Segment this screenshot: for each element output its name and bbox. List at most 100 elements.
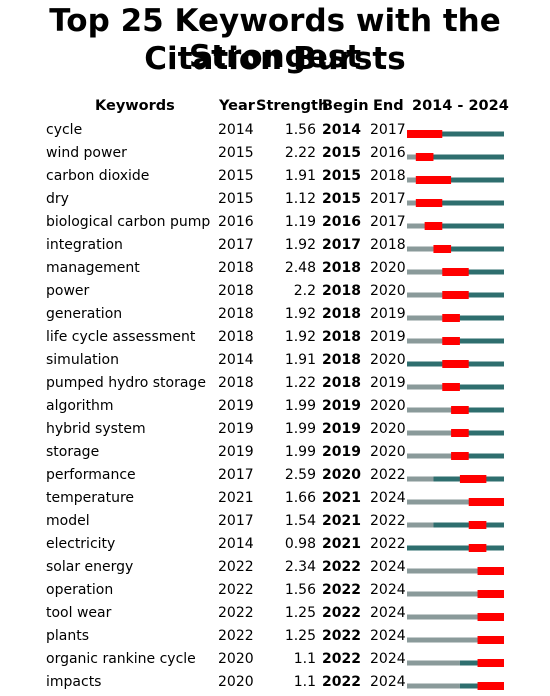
timeline-active-segment <box>407 131 504 137</box>
table-row: management 2018 2.48 2018 2020 <box>0 258 550 281</box>
year-cell: 2015 <box>218 168 254 184</box>
end-cell: 2017 <box>370 122 406 138</box>
keyword-cell: algorithm <box>46 398 114 414</box>
table-row: power 2018 2.2 2018 2020 <box>0 281 550 304</box>
year-cell: 2014 <box>218 352 254 368</box>
timeline-active-segment <box>451 430 504 436</box>
timeline-active-segment <box>451 453 504 459</box>
burst-timeline <box>407 337 504 345</box>
end-cell: 2017 <box>370 191 406 207</box>
table-row: impacts 2020 1.1 2022 2024 <box>0 672 550 695</box>
timeline-before-segment <box>407 338 443 344</box>
begin-cell: 2018 <box>322 283 361 299</box>
burst-bar <box>415 153 434 161</box>
strength-cell: 2.2 <box>293 283 316 299</box>
end-cell: 2019 <box>370 306 406 322</box>
end-cell: 2020 <box>370 260 406 276</box>
keyword-cell: impacts <box>46 674 102 690</box>
table-row: storage 2019 1.99 2019 2020 <box>0 442 550 465</box>
table-row: integration 2017 1.92 2017 2018 <box>0 235 550 258</box>
burst-bar <box>477 613 504 621</box>
end-cell: 2022 <box>370 536 406 552</box>
year-cell: 2019 <box>218 444 254 460</box>
begin-cell: 2016 <box>322 214 361 230</box>
chart-title-line2: Citation Bursts <box>144 41 406 77</box>
burst-bar <box>451 452 469 460</box>
strength-cell: 1.99 <box>284 444 316 460</box>
end-cell: 2024 <box>370 628 406 644</box>
strength-cell: 2.48 <box>284 260 316 276</box>
table-row: organic rankine cycle 2020 1.1 2022 2024 <box>0 649 550 672</box>
timeline-before-segment <box>407 568 478 574</box>
end-cell: 2020 <box>370 398 406 414</box>
burst-bar <box>477 590 504 598</box>
strength-cell: 1.66 <box>284 490 316 506</box>
end-cell: 2024 <box>370 490 406 506</box>
strength-cell: 0.98 <box>284 536 316 552</box>
burst-timeline <box>407 498 504 506</box>
timeline-active-segment <box>415 200 504 206</box>
begin-cell: 2020 <box>322 467 361 483</box>
keyword-cell: integration <box>46 237 123 253</box>
burst-timeline <box>407 176 504 184</box>
keyword-cell: operation <box>46 582 114 598</box>
strength-cell: 1.54 <box>284 513 316 529</box>
begin-cell: 2017 <box>322 237 361 253</box>
timeline-active-segment <box>442 269 504 275</box>
keyword-cell: pumped hydro storage <box>46 375 206 391</box>
year-cell: 2018 <box>218 329 254 345</box>
table-row: temperature 2021 1.66 2021 2024 <box>0 488 550 511</box>
timeline-before-segment <box>407 660 460 666</box>
end-cell: 2020 <box>370 421 406 437</box>
keyword-cell: management <box>46 260 140 276</box>
header-year-range: 2014 - 2024 <box>412 98 509 114</box>
begin-cell: 2015 <box>322 168 361 184</box>
timeline-active-segment <box>424 223 504 229</box>
year-cell: 2022 <box>218 605 254 621</box>
strength-cell: 1.12 <box>284 191 316 207</box>
begin-cell: 2014 <box>322 122 361 138</box>
keyword-cell: electricity <box>46 536 116 552</box>
burst-bar <box>477 636 504 644</box>
begin-cell: 2022 <box>322 559 361 575</box>
burst-bar <box>442 314 460 322</box>
end-cell: 2022 <box>370 467 406 483</box>
end-cell: 2019 <box>370 375 406 391</box>
burst-timeline <box>407 291 504 299</box>
end-cell: 2020 <box>370 283 406 299</box>
end-cell: 2016 <box>370 145 406 161</box>
year-cell: 2018 <box>218 283 254 299</box>
timeline-before-segment <box>407 246 434 252</box>
year-cell: 2015 <box>218 145 254 161</box>
end-cell: 2024 <box>370 605 406 621</box>
end-cell: 2024 <box>370 651 406 667</box>
burst-timeline <box>407 153 504 161</box>
timeline-before-segment <box>407 177 416 183</box>
timeline-before-segment <box>407 407 452 413</box>
year-cell: 2022 <box>218 628 254 644</box>
burst-bar <box>468 544 487 552</box>
year-cell: 2020 <box>218 674 254 690</box>
timeline-active-segment <box>451 407 504 413</box>
burst-bar <box>415 176 452 184</box>
year-cell: 2021 <box>218 490 254 506</box>
strength-cell: 1.92 <box>284 306 316 322</box>
keyword-cell: life cycle assessment <box>46 329 196 345</box>
begin-cell: 2021 <box>322 536 361 552</box>
end-cell: 2017 <box>370 214 406 230</box>
burst-bar <box>442 383 460 391</box>
keyword-cell: hybrid system <box>46 421 146 437</box>
burst-bar <box>468 521 487 529</box>
timeline-active-segment <box>442 384 504 390</box>
begin-cell: 2015 <box>322 191 361 207</box>
header-strength: Strength <box>256 98 329 114</box>
end-cell: 2024 <box>370 559 406 575</box>
keyword-cell: biological carbon pump <box>46 214 211 230</box>
begin-cell: 2018 <box>322 352 361 368</box>
burst-bar <box>442 337 460 345</box>
strength-cell: 2.22 <box>284 145 316 161</box>
timeline-active-segment <box>433 246 504 252</box>
timeline-before-segment <box>407 476 434 482</box>
timeline-active-segment <box>442 292 504 298</box>
burst-timeline <box>407 659 504 667</box>
